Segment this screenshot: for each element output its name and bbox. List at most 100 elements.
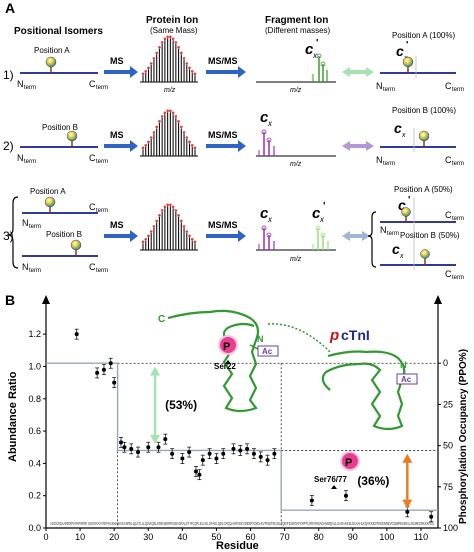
svg-text:N: N — [22, 262, 29, 272]
spectrum-peak-marker — [149, 230, 153, 233]
cartoon-2-chain — [321, 350, 406, 431]
header-same-mass: (Same Mass) — [150, 26, 198, 35]
spectrum-peak-marker — [155, 51, 158, 55]
svg-text:term: term — [24, 85, 36, 91]
spectrum-peak-marker — [152, 57, 156, 60]
spectrum-peak-marker — [155, 219, 158, 223]
spectrum-peak-marker — [188, 66, 191, 70]
svg-text:term: term — [96, 85, 108, 91]
row-3-ms-label: MS — [110, 220, 124, 230]
data-point — [193, 469, 198, 474]
annotation-53: (53%) — [165, 398, 197, 412]
y2-tick-label: 25 — [443, 399, 453, 409]
svg-text:term: term — [452, 216, 464, 222]
svg-text:c: c — [260, 205, 269, 222]
row-2-fragment-label: c x — [260, 109, 273, 128]
row-1-number: 1) — [3, 68, 14, 82]
spectrum-peak-marker — [166, 35, 169, 39]
row-1-result-c-term: C term — [445, 81, 464, 93]
data-point — [343, 493, 348, 498]
row-3-result-c-term: C term — [445, 210, 464, 222]
phospho-badge-2-label: P — [345, 457, 352, 469]
row-2-ms-label: MS — [110, 130, 124, 140]
chart-title: p cTnI — [329, 327, 370, 344]
sequence-text: ADGSSDAARERPAPAPIRRR SSNYRAYATEPHAKKKSKI… — [50, 521, 434, 526]
row-1-c-term: C term — [89, 79, 108, 91]
spectrum-peak-marker — [158, 214, 161, 217]
row-3-fragment-mz: m/z — [290, 256, 302, 263]
cartoon-1-n-label: N — [257, 334, 264, 344]
spectrum-peak-marker — [188, 140, 191, 144]
arrow-head-down — [150, 435, 161, 444]
data-point — [112, 380, 117, 385]
svg-text:term: term — [96, 208, 108, 214]
row-3-result-b-ball — [420, 249, 430, 259]
spectrum-peak-marker — [174, 115, 178, 118]
row-1-fragment-mz: m/z — [290, 87, 302, 94]
row-3-fragment-peaks-green — [312, 225, 329, 250]
site-2-arrow — [331, 485, 337, 489]
x-tick-label: 110 — [414, 532, 428, 542]
spectrum-peak-marker — [147, 234, 150, 238]
x-tick-label: 60 — [246, 532, 256, 542]
svg-text:N: N — [380, 225, 387, 235]
spectrum-peak-marker — [171, 205, 175, 209]
data-point — [272, 451, 277, 456]
spectrum-peak-marker — [174, 209, 178, 212]
reference-lines — [117, 362, 438, 528]
svg-text:x: x — [267, 215, 273, 224]
row-3-position-a-label: Position A — [30, 187, 66, 196]
data-point — [163, 437, 168, 442]
arrow-head-down — [402, 499, 413, 509]
svg-text:term: term — [383, 87, 395, 93]
data-point — [258, 454, 263, 459]
cartoon-2-n-label: N — [400, 360, 407, 370]
data-point — [405, 509, 410, 514]
svg-text:C: C — [89, 79, 96, 89]
row-3-msms-label: MS/MS — [208, 220, 238, 230]
svg-text:term: term — [96, 268, 108, 274]
spectrum-peak-marker — [190, 69, 194, 73]
data-point — [221, 451, 226, 456]
svg-text:N: N — [17, 79, 24, 89]
svg-text:': ' — [408, 195, 410, 206]
panel-b-label: B — [5, 292, 15, 308]
svg-text:x: x — [399, 253, 404, 260]
data-point — [207, 451, 212, 456]
row-3-b-c-term: C term — [89, 262, 108, 274]
svg-text:C: C — [445, 269, 452, 279]
row-1-fragment-label: c x ' — [305, 38, 318, 60]
row-3-position-b-label: Position B — [46, 230, 82, 239]
chart-title-prefix: p — [329, 327, 339, 344]
data-point — [309, 498, 314, 503]
data-points — [74, 328, 434, 523]
step-line-path — [46, 362, 438, 511]
row-1-position-label: Position A — [34, 46, 70, 55]
spectrum-peak-marker — [169, 203, 172, 207]
header-fragment-ion: Fragment Ion — [265, 15, 328, 26]
right-axis-arrow — [434, 295, 442, 304]
row-1-protein-spectrum — [140, 35, 198, 83]
spectrum-peak-marker — [169, 109, 172, 113]
row-2: 2) Position B N term C term MS MS/MS — [3, 106, 464, 168]
data-point — [129, 446, 134, 451]
row-2-number: 2) — [3, 139, 14, 153]
data-point — [170, 451, 175, 456]
svg-text:C: C — [89, 202, 96, 212]
svg-text:term: term — [452, 161, 464, 167]
spectrum-peak-marker — [160, 209, 164, 212]
row-2-result: Position B (100%) — [392, 106, 456, 115]
spectrum-peak-marker — [141, 72, 145, 76]
spectrum-peak-marker — [163, 111, 167, 115]
row-3-fragment-label-cx-prime: c x ' — [312, 201, 325, 224]
row-3-result-brace — [367, 211, 377, 268]
panel-a-label: A — [5, 0, 15, 16]
spectrum-peak-marker — [152, 131, 156, 134]
svg-text:N: N — [17, 153, 24, 163]
arrow-head-up — [402, 453, 413, 463]
phospho-badge-1-label: P — [223, 341, 230, 353]
y-ticks: 0.0 0.2 0.4 0.6 0.8 1.0 1.2 — [28, 329, 46, 533]
svg-text:c: c — [396, 43, 404, 59]
x-tick-label: 90 — [348, 532, 358, 542]
row-3-protein-b-ball — [70, 239, 82, 251]
